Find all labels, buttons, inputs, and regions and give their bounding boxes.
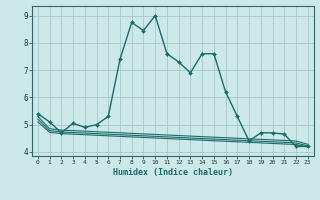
X-axis label: Humidex (Indice chaleur): Humidex (Indice chaleur) (113, 168, 233, 177)
